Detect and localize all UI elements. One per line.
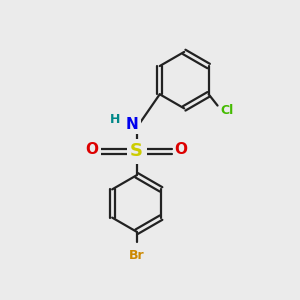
Text: S: S [130,142,143,160]
Text: Br: Br [129,249,144,262]
Text: O: O [175,142,188,157]
Text: O: O [85,142,98,157]
Text: H: H [110,113,120,126]
Text: Cl: Cl [220,104,234,117]
Text: N: N [126,117,139,132]
